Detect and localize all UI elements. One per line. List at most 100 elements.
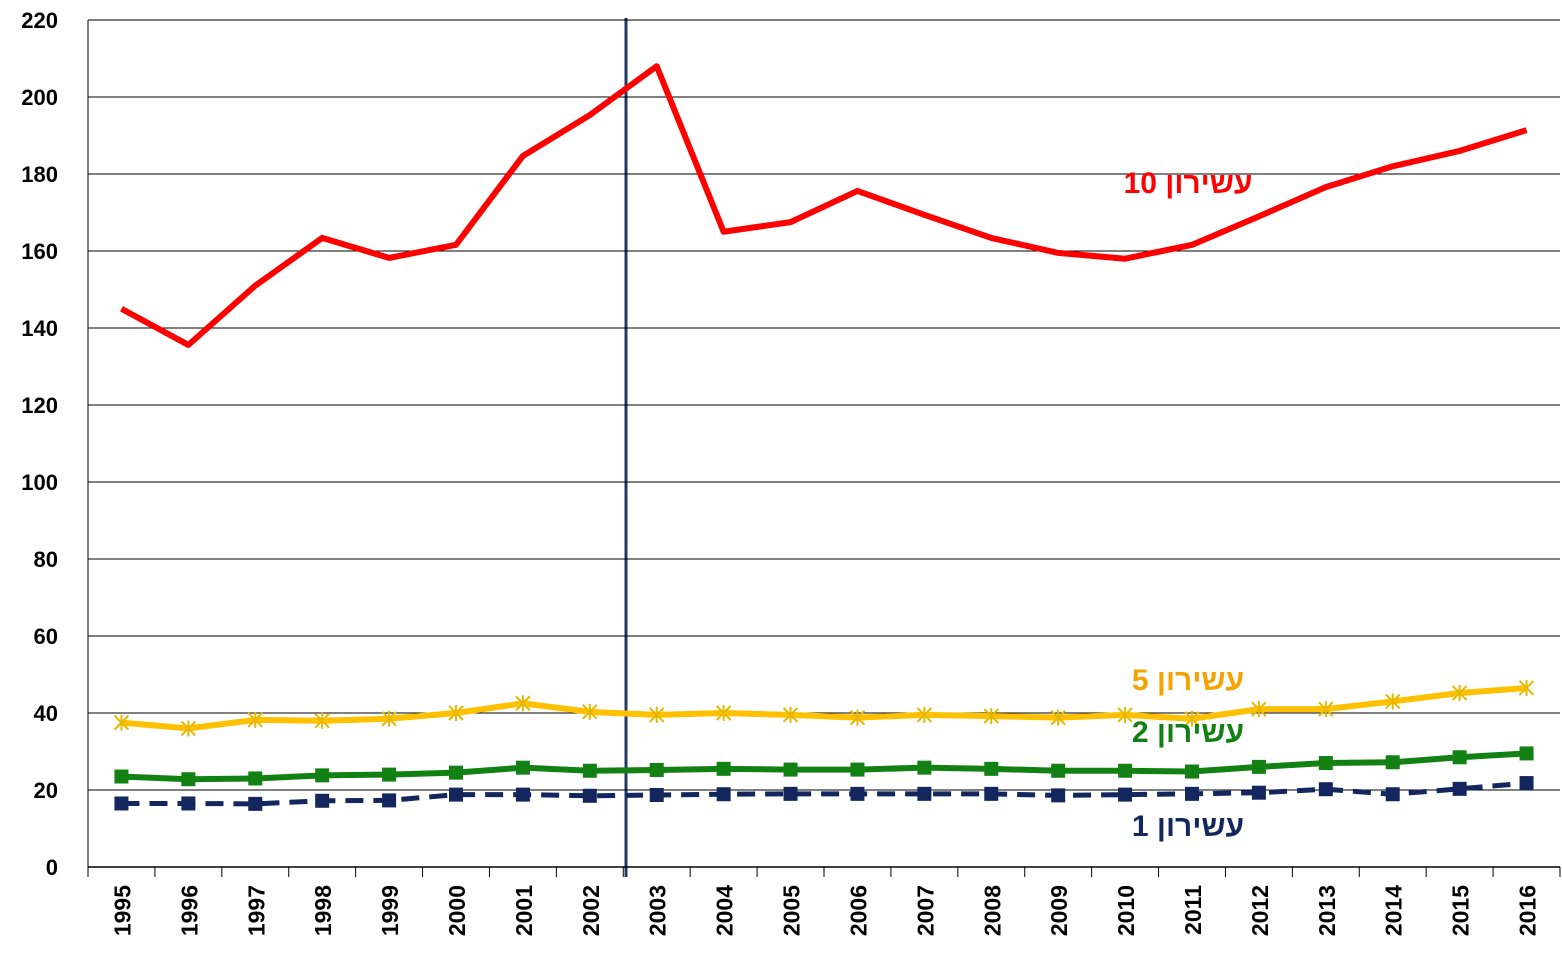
x-tick-label: 2014 xyxy=(1381,885,1407,936)
point-marker xyxy=(983,708,999,725)
point-marker xyxy=(315,793,330,808)
point-marker xyxy=(314,712,330,729)
x-tick-label: 1998 xyxy=(310,885,336,936)
point-marker xyxy=(1452,750,1467,765)
point-marker xyxy=(1118,787,1133,802)
point-marker xyxy=(1318,782,1333,797)
point-marker xyxy=(1318,701,1334,718)
point-marker xyxy=(984,761,999,776)
point-marker xyxy=(1117,706,1133,723)
x-tick-label: 1996 xyxy=(176,885,202,936)
point-marker xyxy=(716,787,731,802)
y-tick-label: 220 xyxy=(21,8,58,33)
point-marker xyxy=(248,796,263,811)
point-marker xyxy=(315,768,330,783)
point-marker xyxy=(984,786,999,801)
x-tick-label: 2006 xyxy=(845,885,871,936)
point-marker xyxy=(247,711,263,728)
point-marker xyxy=(1118,763,1133,778)
point-marker xyxy=(1519,776,1534,791)
series-label: עשירון 1 xyxy=(1132,810,1244,843)
point-marker xyxy=(649,762,664,777)
x-tick-label: 1999 xyxy=(377,885,403,936)
point-marker xyxy=(649,706,665,723)
x-tick-label: 2008 xyxy=(979,885,1005,936)
y-tick-label: 0 xyxy=(46,855,58,880)
point-marker xyxy=(114,796,129,811)
point-marker xyxy=(382,767,397,782)
y-tick-label: 180 xyxy=(21,162,58,187)
x-tick-label: 2011 xyxy=(1180,885,1206,935)
point-marker xyxy=(1251,785,1266,800)
point-marker xyxy=(449,787,463,802)
series-line xyxy=(121,684,1527,732)
x-tick-label: 2005 xyxy=(779,885,805,936)
point-marker xyxy=(1185,786,1199,801)
point-marker xyxy=(1385,693,1401,710)
point-marker xyxy=(113,714,130,731)
y-tick-label: 80 xyxy=(34,547,58,572)
point-marker xyxy=(916,706,933,723)
x-tick-label: 2016 xyxy=(1515,885,1541,936)
y-tick-label: 100 xyxy=(21,470,58,495)
point-marker xyxy=(649,788,664,803)
point-marker xyxy=(181,796,196,811)
x-tick-label: 1997 xyxy=(243,885,269,936)
point-marker xyxy=(850,786,865,801)
series-label: עשירון 10 xyxy=(1124,167,1253,200)
point-marker xyxy=(515,787,530,802)
point-marker xyxy=(1051,763,1066,778)
point-marker xyxy=(1385,755,1400,770)
y-tick-label: 20 xyxy=(34,778,58,803)
point-marker xyxy=(582,703,598,720)
point-marker xyxy=(515,760,530,775)
point-marker xyxy=(1184,710,1200,727)
point-marker xyxy=(382,793,397,808)
point-marker xyxy=(783,762,798,777)
x-tick-label: 2010 xyxy=(1113,885,1139,936)
point-marker xyxy=(917,786,932,801)
y-tick-label: 40 xyxy=(34,701,58,726)
point-marker xyxy=(1519,746,1534,761)
x-tick-label: 2009 xyxy=(1046,885,1072,936)
x-tick-label: 2007 xyxy=(912,885,938,936)
point-marker xyxy=(782,706,799,723)
point-marker xyxy=(381,710,397,727)
y-tick-label: 160 xyxy=(21,239,58,264)
x-tick-label: 2002 xyxy=(578,885,604,936)
point-marker xyxy=(850,762,865,777)
point-marker xyxy=(1050,709,1066,726)
series-label: עשירון 5 xyxy=(1132,664,1244,697)
point-marker xyxy=(1451,684,1468,701)
point-marker xyxy=(715,705,732,721)
x-tick-label: 2013 xyxy=(1314,885,1340,936)
point-marker xyxy=(181,772,196,787)
point-marker xyxy=(1051,788,1066,803)
point-marker xyxy=(248,771,263,786)
x-tick-label: 2003 xyxy=(645,885,671,936)
point-marker xyxy=(1385,787,1400,802)
series-label: עשירון 2 xyxy=(1132,716,1244,749)
y-tick-label: 60 xyxy=(34,624,58,649)
point-marker xyxy=(1318,756,1333,771)
point-marker xyxy=(1518,679,1535,696)
y-tick-label: 140 xyxy=(21,316,58,341)
point-marker xyxy=(515,695,531,712)
point-marker xyxy=(917,760,932,775)
point-marker xyxy=(582,788,597,803)
x-tick-label: 2012 xyxy=(1247,885,1273,936)
y-tick-label: 120 xyxy=(21,393,58,418)
point-marker xyxy=(449,765,463,780)
point-marker xyxy=(849,709,866,726)
x-tick-label: 2004 xyxy=(712,885,738,936)
point-marker xyxy=(114,769,129,784)
point-marker xyxy=(1185,764,1199,779)
point-marker xyxy=(582,763,597,778)
x-tick-label: 2001 xyxy=(511,885,537,936)
y-tick-label: 200 xyxy=(21,85,58,110)
x-tick-label: 1995 xyxy=(109,885,135,936)
x-tick-label: 2000 xyxy=(444,885,470,936)
point-marker xyxy=(1251,759,1266,774)
point-marker xyxy=(1251,701,1267,718)
